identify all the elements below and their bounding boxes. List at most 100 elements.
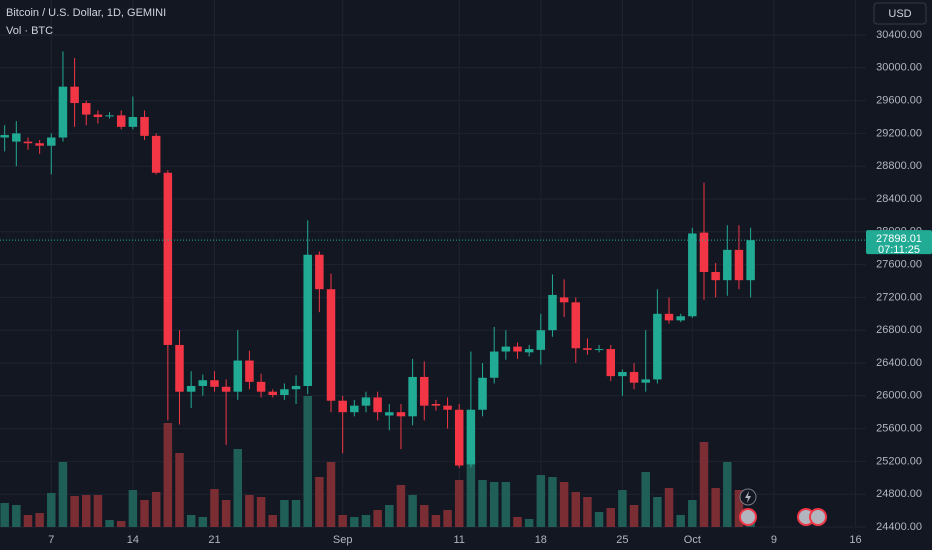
volume-bar bbox=[175, 453, 184, 527]
currency: USD bbox=[888, 8, 911, 20]
volume-bar bbox=[116, 521, 126, 527]
volume-bar bbox=[408, 495, 417, 527]
volume-bar bbox=[198, 517, 208, 527]
candle-body bbox=[47, 137, 56, 146]
candle-body bbox=[524, 349, 534, 353]
volume-bar bbox=[105, 520, 114, 527]
volume-bar bbox=[256, 497, 266, 527]
candle-body bbox=[280, 389, 289, 395]
volume-bar bbox=[186, 515, 196, 527]
x-tick-label: 9 bbox=[771, 534, 777, 546]
lightning-icon bbox=[745, 491, 751, 503]
candle-body bbox=[571, 302, 581, 349]
volume-bar bbox=[58, 462, 68, 527]
volume-bar bbox=[513, 517, 522, 527]
volume-bar bbox=[676, 515, 685, 527]
candle-body bbox=[594, 349, 604, 351]
candle-body bbox=[361, 397, 371, 406]
candle-body bbox=[420, 376, 429, 406]
candle-body bbox=[501, 346, 511, 352]
x-tick-label: 21 bbox=[208, 534, 220, 546]
x-tick-label: 11 bbox=[454, 534, 465, 546]
volume-bar bbox=[571, 492, 581, 527]
y-tick-label: 26400.00 bbox=[876, 357, 922, 369]
volume-bar bbox=[210, 489, 219, 527]
candle-body bbox=[82, 103, 91, 115]
volume-bar bbox=[629, 505, 639, 527]
candle-body bbox=[431, 404, 441, 406]
candle-body bbox=[186, 385, 196, 392]
currency-box[interactable] bbox=[873, 2, 927, 25]
volume-bar bbox=[326, 462, 336, 527]
candle-body bbox=[559, 297, 569, 303]
volume-bar bbox=[583, 497, 592, 527]
candle-body bbox=[70, 86, 79, 104]
volume-bar bbox=[559, 482, 569, 527]
x-tick-label: 7 bbox=[48, 534, 54, 546]
candle-body bbox=[326, 289, 336, 401]
y-tick-label: 28400.00 bbox=[876, 193, 922, 205]
candle-layer bbox=[0, 51, 755, 468]
candle-body bbox=[629, 372, 639, 383]
volume-bar bbox=[140, 500, 149, 527]
candle-body bbox=[221, 386, 231, 392]
y-tick-label: 26800.00 bbox=[876, 324, 922, 336]
volume-bar bbox=[431, 515, 441, 527]
volume-bar bbox=[466, 465, 476, 527]
candle-body bbox=[291, 385, 301, 390]
candle-body bbox=[233, 360, 243, 392]
candle-body bbox=[478, 377, 487, 410]
candle-body bbox=[548, 294, 557, 331]
candle-body bbox=[723, 249, 732, 281]
y-tick-label: 28800.00 bbox=[876, 160, 922, 172]
candle-body bbox=[536, 330, 546, 350]
y-tick-label: 27600.00 bbox=[876, 259, 922, 271]
candle-body bbox=[198, 380, 208, 386]
chart-title: Bitcoin / U.S. Dollar, 1D, GEMINI bbox=[6, 7, 166, 19]
flag-icon[interactable] bbox=[809, 508, 827, 526]
candle-body bbox=[58, 86, 68, 138]
volume-bar bbox=[618, 490, 627, 527]
candle-body bbox=[618, 372, 627, 377]
y-tick-label: 24800.00 bbox=[876, 488, 922, 500]
volume-bar bbox=[548, 477, 557, 527]
flag-icon[interactable] bbox=[739, 508, 757, 526]
candle-body bbox=[373, 397, 382, 413]
volume-bar bbox=[361, 515, 371, 527]
volume-bar bbox=[385, 505, 394, 527]
volume-bar bbox=[12, 505, 21, 527]
volume-bar bbox=[93, 495, 103, 527]
volume-bar bbox=[128, 490, 138, 527]
y-tick-label: 25200.00 bbox=[876, 455, 922, 467]
volume-bar bbox=[454, 480, 464, 527]
candle-body bbox=[641, 379, 650, 383]
candle-body bbox=[664, 313, 674, 321]
volume-bar bbox=[443, 510, 452, 527]
volume-bar bbox=[35, 513, 44, 527]
volume-bar bbox=[268, 515, 277, 527]
candle-body bbox=[688, 233, 697, 317]
volume-bar bbox=[82, 495, 91, 527]
volume-layer bbox=[0, 396, 755, 527]
candle-body bbox=[711, 271, 720, 281]
candle-body bbox=[443, 405, 452, 410]
volume-bar bbox=[396, 485, 406, 527]
volume-bar bbox=[221, 500, 231, 527]
x-tick-label: Oct bbox=[684, 534, 701, 546]
volume-bar bbox=[23, 515, 33, 527]
volume-bar bbox=[688, 500, 697, 527]
candle-body bbox=[338, 400, 347, 413]
candle-body bbox=[385, 412, 394, 416]
candle-body bbox=[734, 249, 744, 281]
candle-body bbox=[454, 409, 464, 466]
volume-bar bbox=[0, 503, 9, 527]
volume-bar bbox=[47, 493, 56, 527]
candle-body bbox=[35, 143, 44, 146]
candle-body bbox=[583, 348, 592, 350]
y-tick-label: 24400.00 bbox=[876, 521, 922, 533]
candle-body bbox=[676, 316, 685, 321]
candle-body bbox=[151, 135, 161, 173]
y-tick-label: 30400.00 bbox=[876, 29, 922, 41]
countdown-label: 07:11:25 bbox=[878, 244, 920, 256]
candle-body bbox=[606, 349, 615, 377]
